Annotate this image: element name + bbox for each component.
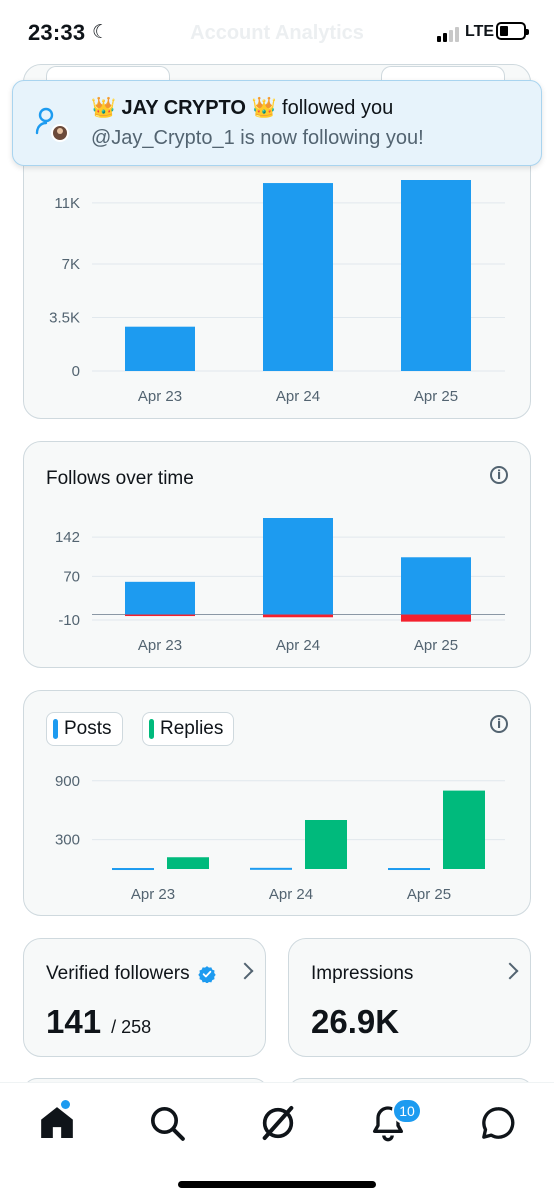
notifications-badge: 10 (392, 1098, 422, 1124)
follows-card: Follows over time i (23, 441, 531, 668)
posts-swatch (53, 719, 58, 739)
verified-total: / 258 (111, 1017, 152, 1037)
legend-replies-label: Replies (160, 718, 224, 739)
status-time: 23:33 (28, 20, 86, 45)
verified-count: 141 (46, 1003, 102, 1040)
messages-icon[interactable] (478, 1103, 518, 1143)
notification-action: followed you (282, 97, 394, 119)
chevron-right-icon (236, 962, 254, 980)
grok-icon[interactable] (258, 1103, 298, 1143)
home-unread-dot (61, 1100, 70, 1109)
impressions-stat-card[interactable]: Impressions 26.9K (288, 938, 531, 1057)
verified-followers-value: 141 / 258 (46, 1003, 151, 1041)
follows-title: Follows over time (46, 468, 194, 489)
impressions-value: 26.9K (311, 1003, 400, 1040)
search-icon[interactable] (147, 1103, 187, 1143)
verified-badge-icon (197, 966, 216, 983)
chevron-right-icon (501, 962, 519, 980)
battery-icon (496, 22, 529, 40)
info-icon[interactable]: i (490, 715, 508, 733)
notification-title: 👑 JAY CRYPTO 👑 followed you (91, 95, 393, 120)
page-title: Account Analytics (190, 22, 364, 44)
verified-followers-card[interactable]: Verified followers 141 / 258 (23, 938, 266, 1057)
info-icon[interactable]: i (490, 466, 508, 484)
moon-icon: ☾ (92, 22, 110, 43)
replies-swatch (149, 719, 154, 739)
home-icon[interactable] (37, 1103, 77, 1143)
home-indicator (178, 1181, 376, 1188)
impressions-label: Impressions (311, 963, 414, 984)
legend-posts[interactable]: Posts (46, 712, 123, 746)
crown-left: 👑 (91, 97, 116, 119)
network-type: LTE (465, 23, 495, 40)
verified-followers-text: Verified followers (46, 963, 190, 984)
follow-notification-toast[interactable]: 👑 JAY CRYPTO 👑 followed you @Jay_Crypto_… (12, 80, 542, 166)
notification-message: @Jay_Crypto_1 is now following you! (91, 127, 424, 149)
legend-posts-label: Posts (64, 718, 112, 739)
verified-followers-label: Verified followers (46, 963, 216, 985)
legend-replies[interactable]: Replies (142, 712, 235, 746)
crown-right: 👑 (251, 97, 277, 119)
bottom-tab-bar (0, 1082, 554, 1200)
status-bar: 23:33 ☾ LTE (0, 0, 554, 66)
person-follow-icon (35, 107, 69, 142)
signal-icon (437, 27, 459, 42)
follower-name: JAY CRYPTO (121, 97, 246, 119)
